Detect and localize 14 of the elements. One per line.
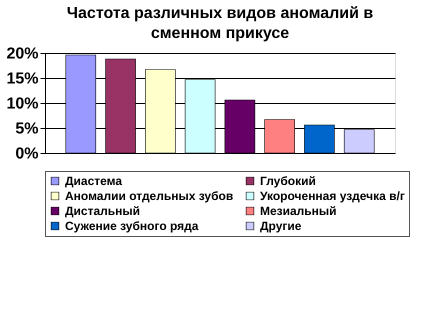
legend-label: Диастема bbox=[65, 174, 122, 188]
y-tick-label: 5% bbox=[15, 120, 38, 138]
legend-label: Другие bbox=[260, 219, 302, 233]
legend-label: Дистальный bbox=[65, 204, 140, 218]
legend-label: Сужение зубного ряда bbox=[65, 219, 199, 233]
legend-label: Аномалии отдельных зубов bbox=[65, 189, 234, 203]
legend-label: Глубокий bbox=[260, 174, 316, 188]
legend-label: Укороченная уздечка в/г bbox=[260, 189, 405, 203]
y-tick-label: 20% bbox=[6, 46, 38, 62]
y-tick-label: 15% bbox=[6, 70, 38, 88]
chart-title: Частота различных видов аномалий в сменном прикусе bbox=[66, 5, 374, 42]
legend-label: Мезиальный bbox=[260, 204, 337, 218]
y-tick-label: 10% bbox=[6, 96, 38, 112]
y-tick-label: 0% bbox=[15, 146, 38, 162]
